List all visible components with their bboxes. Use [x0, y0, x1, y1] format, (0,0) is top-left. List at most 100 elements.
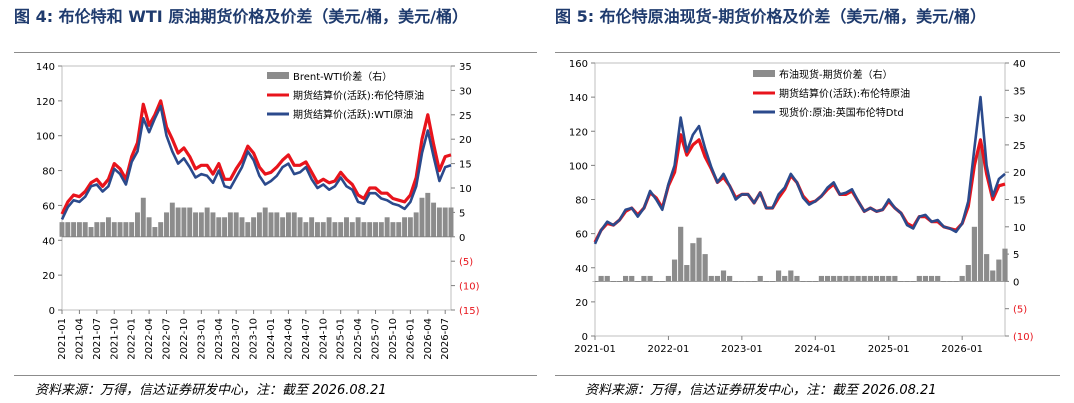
left-spread-bar	[239, 217, 245, 237]
left-ytick-label-right: 20	[459, 135, 472, 146]
left-spread-bar	[233, 212, 239, 237]
left-spread-bar	[251, 217, 257, 237]
left-xtick-label: 2025-07	[371, 318, 382, 360]
right-spread-bar	[794, 275, 800, 282]
left-spread-bar	[320, 222, 326, 237]
left-xtick-label: 2024-01	[266, 318, 277, 360]
left-xtick-label: 2023-04	[214, 318, 225, 360]
right-spread-bar	[855, 275, 861, 282]
left-spread-bar	[425, 192, 431, 237]
left-xtick-label: 2021-10	[109, 318, 120, 360]
left-spread-bar	[373, 222, 378, 237]
left-xtick-label: 2021-01	[57, 318, 68, 360]
left-spread-bar	[378, 222, 384, 237]
left-plot-frame	[61, 65, 452, 311]
left-spread-bar	[140, 197, 146, 237]
right-spread-bar	[1002, 248, 1008, 282]
right-ytick-label-right: 20	[1013, 168, 1026, 179]
divider-bottom-right	[555, 375, 1060, 376]
divider-bottom-left	[14, 375, 537, 376]
left-ytick-label-right: 10	[459, 184, 472, 195]
right-ytick-label-right: 40	[1013, 59, 1026, 70]
right-ytick-label-right: 35	[1013, 86, 1026, 97]
right-spread-bar	[622, 275, 629, 282]
left-spread-bar	[169, 202, 175, 237]
left-spread-bar	[303, 222, 309, 237]
left-ytick-label-right: 15	[459, 160, 472, 171]
chart-right: 0 20 40 60 80 100 120 140 160 (10) (5) 0 5 10 15 20 25 30…	[569, 59, 1034, 355]
left-spread-bar	[442, 207, 448, 237]
right-ytick-label-right: 10	[1013, 223, 1026, 234]
left-xtick-label: 2023-10	[249, 318, 260, 360]
left-xtick-label: 2022-07	[162, 318, 173, 360]
source-note-left: 资料来源：万得，信达证券研发中心，注：截至 2026.08.21	[35, 383, 387, 398]
right-spread-bar	[604, 275, 610, 282]
left-xtick-label: 2025-04	[353, 318, 364, 360]
left-spread-bar	[396, 222, 402, 237]
right-spread-bar	[720, 270, 727, 282]
left-ytick-label-left: 140	[36, 62, 55, 73]
right-xtick-label: 2024-01	[794, 344, 836, 355]
right-ytick-label-right: 25	[1013, 141, 1026, 152]
left-ytick-label-left: 80	[42, 167, 55, 178]
right-ytick-label-left: 20	[575, 298, 588, 309]
right-spread-bar	[775, 270, 782, 282]
left-spread-bar	[76, 222, 82, 237]
left-spread-bar	[146, 217, 152, 237]
left-spread-bar	[256, 212, 262, 237]
right-ytick-label-left: 160	[569, 59, 588, 70]
right-ytick-label-right: 15	[1013, 196, 1026, 207]
left-xtick-label: 2021-04	[74, 318, 85, 360]
left-spread-bar	[88, 227, 94, 237]
right-spread-bar	[831, 275, 837, 282]
right-ytick-label-left: 80	[575, 196, 588, 207]
left-xtick-label: 2021-07	[92, 318, 103, 360]
left-spread-bar	[135, 212, 140, 237]
right-xtick-label: 2023-01	[721, 344, 763, 355]
left-spread-bar	[187, 207, 193, 237]
right-spread-bar	[935, 275, 941, 282]
left-spread-bar	[314, 222, 320, 237]
left-spread-bar	[367, 222, 373, 237]
right-spread-bar	[782, 275, 788, 282]
left-spread-bar	[268, 212, 274, 237]
left-spread-bar	[262, 207, 268, 237]
left-spread-bar	[338, 222, 344, 237]
left-spread-bar	[59, 222, 65, 237]
left-spread-bar	[152, 227, 158, 237]
right-spread-bar	[837, 275, 843, 282]
left-spread-bar	[117, 222, 123, 237]
right-xtick-label: 2026-01	[941, 344, 983, 355]
left-xtick-label: 2022-10	[179, 318, 190, 360]
right-spread-bar	[996, 259, 1002, 282]
right-spread-bar	[690, 243, 696, 282]
right-spread-bar	[843, 275, 849, 282]
left-ytick-label-left: 120	[36, 97, 55, 108]
left-spread-bar	[407, 217, 413, 237]
left-xtick-label: 2024-04	[283, 318, 294, 360]
right-spread-bar	[892, 275, 898, 282]
left-xtick-label: 2023-01	[196, 318, 207, 360]
divider-top-right	[555, 52, 1060, 53]
right-spread-bar	[641, 275, 647, 282]
left-spread-bar	[65, 222, 71, 237]
right-spread-bar	[977, 144, 984, 282]
right-spread-bar	[818, 275, 825, 282]
left-spread-bar	[216, 217, 222, 237]
left-spread-bar	[297, 217, 303, 237]
left-xtick-label: 2022-04	[144, 318, 155, 360]
left-ytick-label-right: 30	[459, 86, 472, 97]
left-ytick-label-left: 60	[42, 201, 55, 212]
left-legend-label: 期货结算价(活跃):布伦特原油	[293, 89, 424, 102]
right-spread-bar	[880, 275, 886, 282]
left-spread-bar	[175, 207, 181, 237]
right-spread-bar	[916, 275, 922, 282]
right-xtick-label: 2025-01	[868, 344, 910, 355]
left-xtick-label: 2025-10	[388, 318, 399, 360]
left-spread-bar	[100, 222, 106, 237]
right-spread-bar	[928, 275, 935, 282]
left-spread-bar	[413, 212, 419, 237]
left-spread-bar	[431, 202, 437, 237]
left-spread-bar	[222, 217, 228, 237]
right-spread-bar	[714, 275, 720, 282]
